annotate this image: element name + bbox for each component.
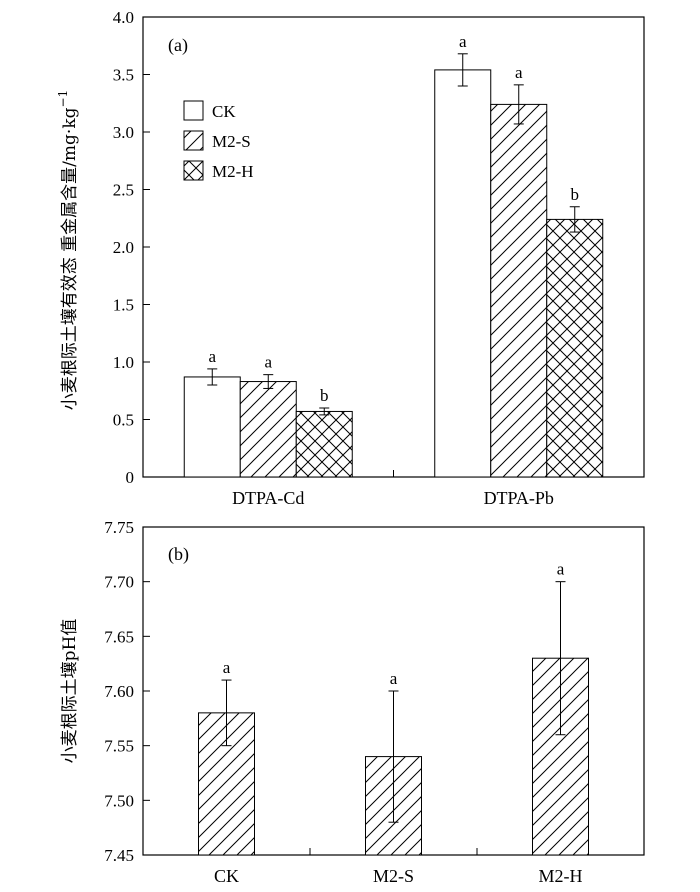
panel-a: (a) 小麦根际土壤有效态 重金属含量/mg·kg−1 0 0.5 1.0 1.5 2.… bbox=[56, 8, 645, 508]
significance-label: a bbox=[264, 353, 272, 372]
panel-b-y-ticks: 7.45 7.50 7.55 7.60 7.65 7.70 7.75 bbox=[104, 518, 478, 865]
panel-b-label: (b) bbox=[168, 544, 189, 565]
significance-label: a bbox=[390, 669, 398, 688]
legend-label: CK bbox=[212, 102, 236, 121]
x-category-label: DTPA-Cd bbox=[232, 488, 304, 508]
bar bbox=[434, 69, 492, 478]
y-tick-label: 7.75 bbox=[104, 518, 134, 537]
y-tick-label: 0 bbox=[126, 468, 135, 487]
significance-label: a bbox=[515, 63, 523, 82]
legend-swatch bbox=[183, 130, 204, 151]
panel-a-label: (a) bbox=[168, 35, 188, 56]
y-tick-label: 3.5 bbox=[113, 66, 134, 85]
panel-a-bars: a a b a a b bbox=[183, 32, 604, 478]
legend-label: M2-S bbox=[212, 132, 251, 151]
significance-label: b bbox=[320, 386, 329, 405]
panel-a-y-axis-title: 小麦根际土壤有效态 重金属含量/mg·kg−1 bbox=[56, 90, 80, 410]
panel-b: (b) 小麦根际土壤pH值 7.457.507.557.607.657.707.… bbox=[59, 518, 645, 886]
panel-b-bars: a a a bbox=[198, 560, 589, 856]
x-category-label: M2-H bbox=[539, 866, 583, 886]
x-category-label: DTPA-Pb bbox=[484, 488, 554, 508]
y-tick-label: 2.5 bbox=[113, 181, 134, 200]
y-tick-label: 7.55 bbox=[104, 737, 134, 756]
legend: CK M2-S M2-H bbox=[183, 100, 254, 181]
bar bbox=[546, 218, 604, 478]
x-category-label: M2-S bbox=[373, 866, 414, 886]
legend-label: M2-H bbox=[212, 162, 254, 181]
bar bbox=[239, 381, 297, 478]
y-tick-label: 7.45 bbox=[104, 846, 134, 865]
bar bbox=[295, 410, 353, 478]
legend-swatch bbox=[183, 160, 204, 181]
y-tick-label: 2.0 bbox=[113, 238, 134, 257]
bar bbox=[490, 103, 548, 478]
panel-a-y-ticks: 0 0.5 1.0 1.5 2.0 2.5 3.0 3.5 4.0 bbox=[113, 8, 394, 487]
significance-label: a bbox=[223, 658, 231, 677]
y-tick-label: 7.60 bbox=[104, 682, 134, 701]
y-tick-label: 3.0 bbox=[113, 123, 134, 142]
significance-label: b bbox=[571, 185, 580, 204]
y-tick-label: 7.65 bbox=[104, 627, 134, 646]
y-tick-label: 1.0 bbox=[113, 353, 134, 372]
y-tick-label: 4.0 bbox=[113, 8, 134, 27]
legend-swatch bbox=[183, 100, 204, 121]
significance-label: a bbox=[208, 347, 216, 366]
y-tick-label: 7.50 bbox=[104, 791, 134, 810]
y-tick-label: 7.70 bbox=[104, 573, 134, 592]
panel-b-category-labels: CK M2-S M2-H bbox=[214, 866, 583, 886]
y-tick-label: 1.5 bbox=[113, 296, 134, 315]
significance-label: a bbox=[459, 32, 467, 51]
panel-b-y-axis-title: 小麦根际土壤pH值 bbox=[59, 619, 80, 764]
x-category-label: CK bbox=[214, 866, 239, 886]
y-tick-label: 0.5 bbox=[113, 411, 134, 430]
bar bbox=[183, 376, 241, 478]
panel-a-category-labels: DTPA-Cd DTPA-Pb bbox=[232, 488, 554, 508]
significance-label: a bbox=[557, 560, 565, 579]
